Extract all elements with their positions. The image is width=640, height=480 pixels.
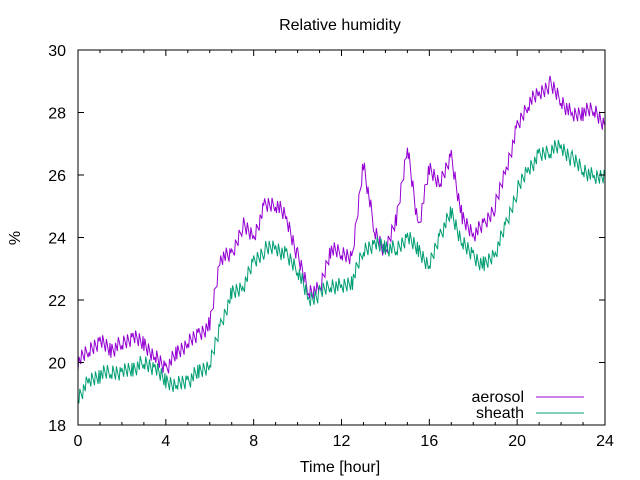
y-tick-label: 30 xyxy=(48,43,66,60)
tick-layer: 0 4 8 12 16 20 24 18 20 22 24 26 28 30 xyxy=(48,43,614,450)
x-tick-label: 8 xyxy=(249,433,258,450)
series-layer xyxy=(77,75,606,404)
y-tick-label: 20 xyxy=(48,356,66,373)
series-line-sheath xyxy=(77,139,606,404)
x-tick-label: 20 xyxy=(508,433,526,450)
x-tick-label: 0 xyxy=(74,433,83,450)
y-tick-label: 18 xyxy=(48,418,66,435)
x-tick-label: 12 xyxy=(333,433,351,450)
legend: aerosol sheath xyxy=(472,389,584,422)
x-tick-label: 4 xyxy=(161,433,170,450)
series-line-aerosol xyxy=(77,75,606,374)
x-tick-label: 24 xyxy=(596,433,614,450)
legend-label-aerosol: aerosol xyxy=(472,389,524,406)
y-tick-label: 22 xyxy=(48,293,66,310)
legend-label-sheath: sheath xyxy=(476,405,524,422)
x-axis-label: Time [hour] xyxy=(300,459,380,476)
x-tick-label: 16 xyxy=(420,433,438,450)
y-tick-label: 24 xyxy=(48,231,66,248)
y-tick-label: 26 xyxy=(48,168,66,185)
chart-title: Relative humidity xyxy=(279,17,401,34)
y-axis-label: % xyxy=(7,231,24,245)
y-tick-label: 28 xyxy=(48,106,66,123)
